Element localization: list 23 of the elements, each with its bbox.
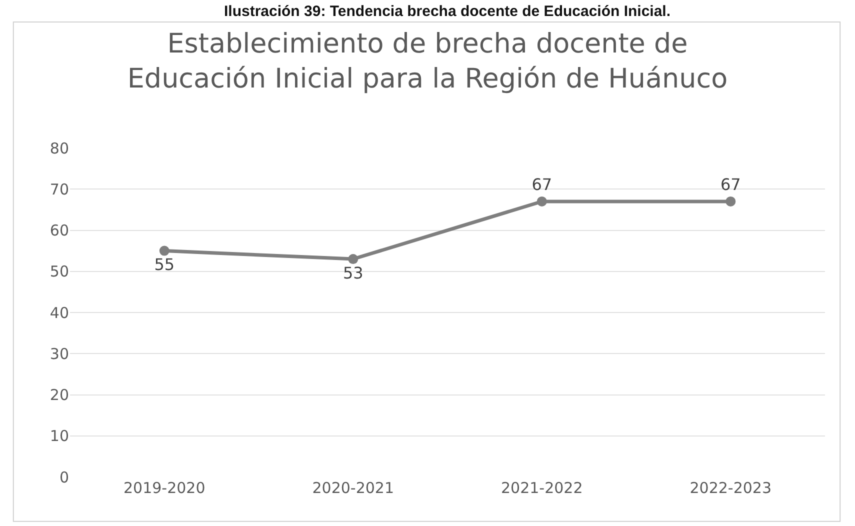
chart-title: Establecimiento de brecha docente de Educación Inicial para la Región de Huánuco (127, 28, 728, 95)
data-label: 55 (154, 255, 175, 274)
point (726, 196, 736, 206)
y-tick-label: 20 (50, 386, 69, 404)
y-tick-label: 10 (50, 427, 69, 446)
x-tick-label: 2020-2021 (312, 479, 394, 497)
x-tick-label: 2021-2022 (500, 479, 583, 497)
x-tick-label: 2022-2023 (690, 479, 772, 497)
y-tick-label: 70 (50, 180, 69, 198)
y-tick-label: 30 (50, 344, 69, 363)
y-tick-label: 50 (50, 262, 69, 281)
y-tick-label: 40 (50, 304, 69, 322)
data-label: 53 (342, 263, 364, 282)
text: Ilustración 39: Tendencia brecha docente de Educación Inicial. (224, 3, 671, 20)
data-label: 67 (532, 175, 552, 194)
y-tick-label: 0 (59, 468, 69, 486)
point (159, 246, 170, 256)
x-tick-label: 2019-2020 (123, 479, 206, 497)
data-label: 67 (720, 175, 741, 194)
point (536, 196, 547, 206)
y-tick-label: 80 (50, 139, 69, 158)
point (348, 254, 358, 264)
y-tick-label: 60 (50, 222, 69, 240)
